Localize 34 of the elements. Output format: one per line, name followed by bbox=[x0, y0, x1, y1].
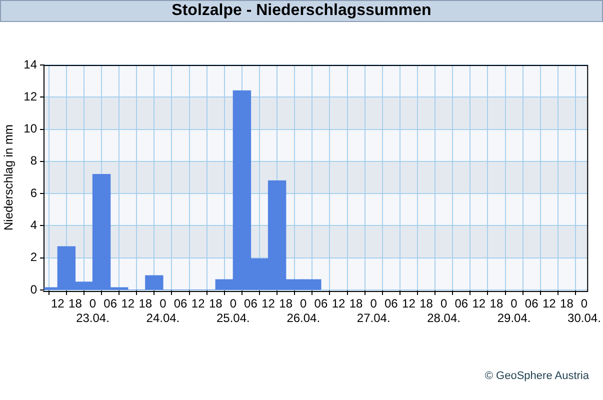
x-tick-label: 06 bbox=[384, 296, 398, 311]
x-tick-label: 12 bbox=[332, 296, 346, 311]
y-tick-label: 4 bbox=[30, 218, 38, 232]
x-tick-label: 06 bbox=[104, 296, 118, 311]
text: © GeoSphere Austria bbox=[484, 370, 589, 382]
x-tick-label: 18 bbox=[420, 296, 434, 311]
x-tick-label: 06 bbox=[174, 296, 188, 311]
y-tick-label: 8 bbox=[30, 154, 38, 168]
x-tick-label: 18 bbox=[138, 296, 152, 311]
x-tick-label: 12 bbox=[191, 296, 206, 311]
x-tick-label: 18 bbox=[208, 296, 223, 311]
x-tick-label: 18 bbox=[279, 296, 293, 311]
x-tick-label: 06 bbox=[244, 296, 258, 311]
y-tick-label: 14 bbox=[24, 57, 38, 72]
y-tick-label: 2 bbox=[30, 250, 38, 264]
x-tick-label: 18 bbox=[490, 296, 504, 311]
y-tick-label: 6 bbox=[30, 186, 38, 200]
chart-title: Stolzalpe - Niederschlagssummen bbox=[0, 0, 603, 22]
y-tick-label: 12 bbox=[24, 89, 38, 104]
y-tick-label: 10 bbox=[24, 122, 38, 136]
y-tick-label: 0 bbox=[30, 282, 38, 296]
x-tick-label: 18 bbox=[68, 296, 82, 311]
x-tick-label: 18 bbox=[560, 296, 574, 311]
x-tick-label: 12 bbox=[472, 296, 486, 311]
x-tick-label: 06 bbox=[454, 296, 468, 311]
x-tick-label: 12 bbox=[50, 296, 65, 311]
x-tick-label: 18 bbox=[349, 296, 364, 311]
x-tick-label: 12 bbox=[262, 296, 276, 311]
x-tick-label: 06 bbox=[314, 296, 328, 311]
x-tick-label: 12 bbox=[121, 296, 135, 311]
x-tick-label: 12 bbox=[402, 296, 416, 311]
y-axis-title: Niederschlag in mm bbox=[2, 124, 16, 231]
x-tick-label: 06 bbox=[524, 296, 539, 311]
x-tick-label: 12 bbox=[542, 296, 556, 311]
